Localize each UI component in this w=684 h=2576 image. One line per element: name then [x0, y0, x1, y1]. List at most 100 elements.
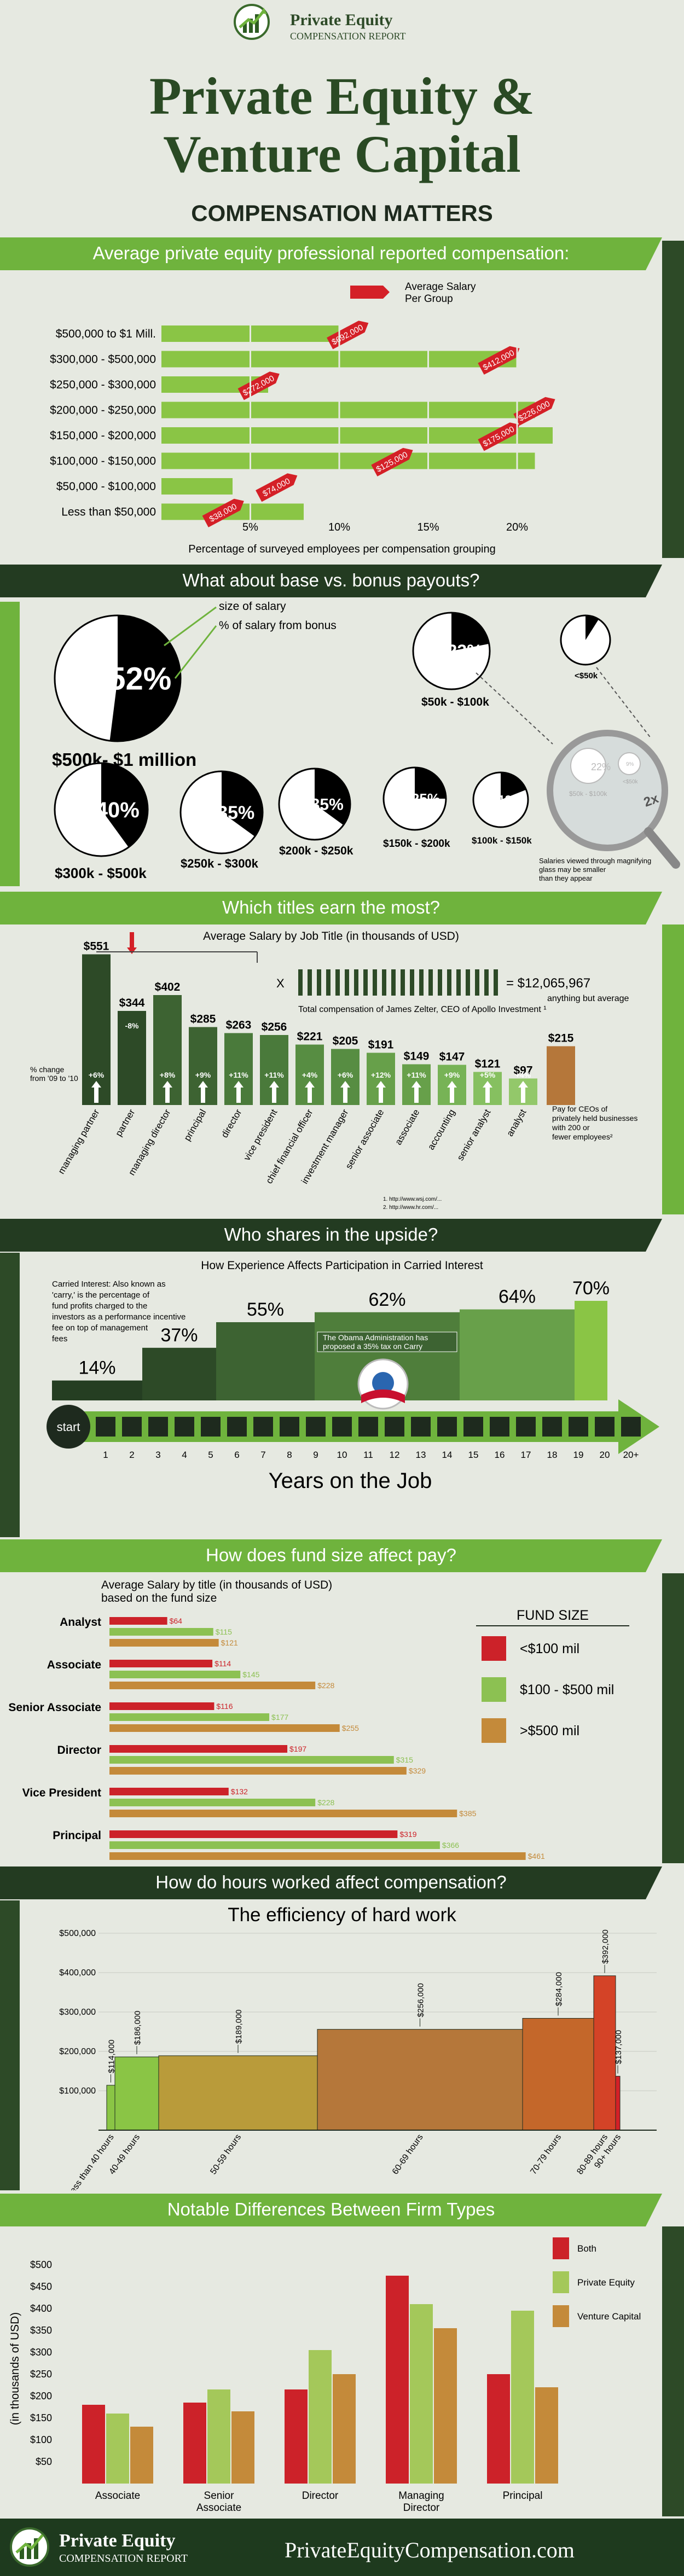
bar-value: $149 [404, 1050, 430, 1063]
pie-100k-slice [501, 772, 526, 800]
tally-bar [354, 969, 358, 996]
fund-bar [109, 1810, 457, 1817]
firm-bar [82, 2405, 105, 2484]
bar-managing-partner [82, 954, 111, 1105]
hours-bar [593, 1975, 616, 2131]
zelter-note: Total compensation of James Zelter, CEO … [298, 1005, 547, 1014]
carry-note: fee on top of management [52, 1323, 148, 1333]
pie-200k-pct: 35% [311, 796, 344, 814]
sidebar-section1 [662, 241, 684, 558]
bar [161, 478, 233, 495]
firm-bar [487, 2374, 510, 2484]
category-label: Managing [398, 2490, 444, 2502]
pie-label: $250k - $300k [181, 857, 259, 870]
bar-value: $121 [475, 1058, 501, 1071]
footer-logo-icon [10, 2527, 49, 2567]
year-label: 12 [390, 1450, 400, 1460]
change-arrow [127, 932, 137, 954]
category-label: Analyst [60, 1616, 101, 1629]
ceo-note: with 200 or [552, 1123, 590, 1132]
chart-title: Average Salary by title (in thousands of… [101, 1579, 332, 1591]
fund-bar-value: $329 [409, 1766, 426, 1775]
fund-bar [109, 1617, 167, 1625]
category-label: senior analyst [455, 1107, 493, 1162]
change-label: +5% [480, 1071, 496, 1079]
carry-chart: How Experience Affects Participation in … [47, 1259, 659, 1493]
carry-value: 37% [160, 1325, 198, 1346]
year-label: 16 [495, 1450, 505, 1460]
tally-bar [382, 969, 386, 996]
fund-bar [109, 1830, 398, 1838]
fund-bar-value: $255 [342, 1724, 359, 1732]
carry-note: fund profits charged to the [52, 1301, 147, 1311]
category-label: analyst [505, 1107, 529, 1138]
hours-bar [615, 2075, 621, 2131]
tally-bar [326, 969, 331, 996]
tick-label: 20% [506, 521, 528, 533]
magnifier-note: Salaries viewed through magnifying [539, 857, 651, 865]
carry-note: 'carry,' is the percentage of [52, 1290, 150, 1300]
category-label: Less than 40 hours [66, 2133, 116, 2190]
hours-value: $137,000 [614, 2030, 623, 2065]
hours-value: $189,000 [234, 2009, 244, 2044]
pie-500k-pct: 52% [108, 661, 171, 696]
legend-label: Average Salary [405, 281, 476, 293]
pie-label: $50k - $100k [421, 696, 489, 708]
bar-value: $97 [513, 1065, 532, 1077]
y-tick-label: $400 [30, 2303, 52, 2314]
footnote: 1. http://www.wsj.com/... [383, 1196, 442, 1202]
page-title-line1: Private Equity & [149, 67, 535, 125]
legend-label: >$500 mil [520, 1723, 579, 1738]
change-label: +8% [160, 1071, 176, 1079]
chart-title: based on the fund size [101, 1592, 217, 1604]
year-block [227, 1417, 247, 1437]
bar [161, 402, 535, 418]
tally-bar [466, 969, 470, 996]
fund-bar-value: $116 [216, 1702, 233, 1711]
tally-bar [410, 969, 414, 996]
carry-value: 64% [498, 1287, 536, 1307]
change-arrow [234, 1081, 244, 1103]
y-tick-label: $100,000 [59, 2086, 96, 2096]
category-label: Senior [204, 2490, 235, 2502]
pie-150k-slice [415, 767, 446, 799]
year-label: 11 [363, 1450, 373, 1460]
tick-label: 10% [328, 521, 350, 533]
y-tick-label: $500,000 [59, 1929, 96, 1938]
year-label: 10 [337, 1450, 347, 1460]
firm-bar [511, 2311, 534, 2484]
category-label: Director [302, 2490, 339, 2502]
chart-title: How Experience Affects Participation in … [201, 1259, 483, 1272]
fund-bar-value: $114 [215, 1659, 231, 1668]
sidebar-section2 [0, 602, 20, 886]
y-axis-label: (in thousands of USD) [9, 2312, 21, 2426]
obama-note: The Obama Administration has [323, 1333, 428, 1342]
change-arrow [483, 1081, 492, 1103]
fund-bar [109, 1682, 316, 1689]
firm-bar [535, 2387, 558, 2484]
firm-bar [410, 2304, 433, 2484]
legend-swatch [553, 2305, 569, 2327]
tally-bar [494, 969, 498, 996]
carry-value: 62% [368, 1289, 405, 1310]
firm-bar [285, 2389, 308, 2484]
change-arrow [340, 1081, 350, 1103]
legend-swatch [553, 2237, 569, 2259]
banner-section1: Average private equity professional repo… [0, 234, 684, 274]
footer-url[interactable]: PrivateEquityCompensation.com [285, 2538, 575, 2562]
category-label: managing partner [56, 1107, 101, 1176]
fund-size-chart: Average Salary by title (in thousands of… [8, 1579, 629, 1860]
year-label: 3 [155, 1450, 160, 1460]
carry-bar [460, 1309, 575, 1400]
fund-bar-value: $315 [396, 1755, 413, 1764]
change-arrow [411, 1081, 421, 1103]
obama-note: proposed a 35% tax on Carry [323, 1342, 422, 1351]
hours-chart: The efficiency of hard work $100,000 $200,… [59, 1904, 657, 2190]
year-block [175, 1417, 194, 1437]
carry-value: 14% [78, 1358, 115, 1379]
hours-value: $186,000 [133, 2011, 142, 2045]
magnifier-line [596, 667, 652, 739]
year-block [595, 1417, 615, 1437]
equation-result: = $12,065,967 [506, 976, 590, 991]
